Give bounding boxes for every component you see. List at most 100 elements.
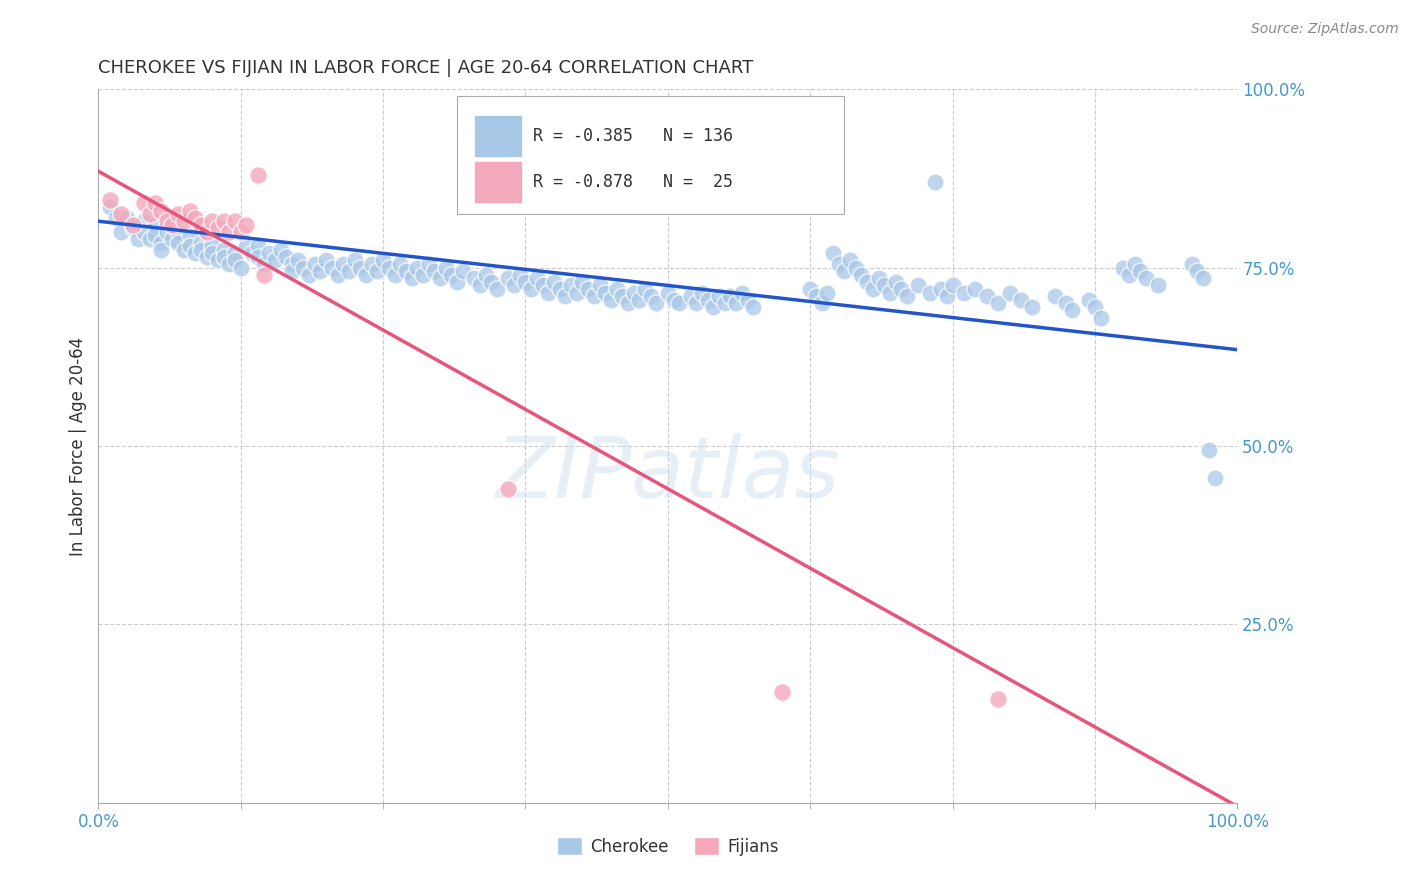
Point xyxy=(623,285,645,300)
Point xyxy=(1123,257,1146,271)
Point xyxy=(890,282,912,296)
Point xyxy=(132,196,155,211)
Point xyxy=(582,289,605,303)
Point xyxy=(423,264,446,278)
Point xyxy=(720,289,742,303)
Point xyxy=(235,239,257,253)
Legend: Cherokee, Fijians: Cherokee, Fijians xyxy=(550,830,786,863)
Point xyxy=(252,257,274,271)
Point xyxy=(576,282,599,296)
Point xyxy=(167,225,190,239)
Point xyxy=(121,221,143,235)
Point xyxy=(104,211,127,225)
Point xyxy=(162,232,184,246)
Point xyxy=(725,296,748,310)
Point xyxy=(162,218,184,232)
Point xyxy=(531,278,554,293)
Point xyxy=(565,285,588,300)
Point xyxy=(190,243,212,257)
Point xyxy=(138,232,160,246)
Point xyxy=(548,282,571,296)
Point xyxy=(184,211,207,225)
Point xyxy=(110,225,132,239)
Point xyxy=(690,285,713,300)
Point xyxy=(479,275,502,289)
Point xyxy=(145,218,167,232)
Point xyxy=(309,264,332,278)
Point xyxy=(662,293,685,307)
Point xyxy=(770,685,793,699)
Point xyxy=(770,157,793,171)
Point xyxy=(246,250,269,264)
Point xyxy=(315,253,337,268)
Point xyxy=(696,293,718,307)
Point xyxy=(845,260,868,275)
Point xyxy=(451,264,474,278)
Point xyxy=(224,246,246,260)
Point xyxy=(270,243,292,257)
Point xyxy=(486,282,509,296)
Point xyxy=(793,186,815,200)
Point xyxy=(259,246,281,260)
Point xyxy=(440,268,463,282)
Point xyxy=(657,285,679,300)
Point xyxy=(229,225,252,239)
Point xyxy=(229,260,252,275)
Point xyxy=(212,243,235,257)
Point xyxy=(942,278,965,293)
Point xyxy=(384,268,406,282)
Point xyxy=(679,289,702,303)
Point xyxy=(503,278,526,293)
Point xyxy=(418,257,440,271)
Point xyxy=(640,289,662,303)
Point xyxy=(246,168,269,182)
Point xyxy=(560,278,582,293)
Point xyxy=(167,207,190,221)
Point xyxy=(276,250,298,264)
Point xyxy=(395,264,418,278)
Point xyxy=(918,285,941,300)
Point xyxy=(201,214,224,228)
Point xyxy=(929,282,952,296)
FancyBboxPatch shape xyxy=(474,114,522,157)
Point xyxy=(707,289,730,303)
Point xyxy=(190,218,212,232)
Point xyxy=(252,268,274,282)
Point xyxy=(354,268,377,282)
Point xyxy=(1146,278,1168,293)
Point xyxy=(1043,289,1066,303)
Point xyxy=(606,282,628,296)
Point xyxy=(742,300,765,314)
Point xyxy=(1187,264,1209,278)
Point xyxy=(935,289,957,303)
Point xyxy=(810,296,832,310)
Point xyxy=(195,225,218,239)
Point xyxy=(145,228,167,243)
Point xyxy=(98,200,121,214)
Point xyxy=(184,246,207,260)
Point xyxy=(150,243,173,257)
Point xyxy=(828,257,851,271)
Point xyxy=(156,214,179,228)
Point xyxy=(953,285,976,300)
Point xyxy=(201,246,224,260)
Point xyxy=(292,260,315,275)
Point xyxy=(207,253,229,268)
Point xyxy=(498,482,520,496)
Point xyxy=(240,246,263,260)
Point xyxy=(1135,271,1157,285)
Point xyxy=(281,257,304,271)
Point xyxy=(224,214,246,228)
Point xyxy=(389,257,412,271)
Point xyxy=(235,218,257,232)
Point xyxy=(264,253,287,268)
Point xyxy=(554,289,576,303)
Text: R = -0.878   N =  25: R = -0.878 N = 25 xyxy=(533,173,734,191)
Point xyxy=(150,235,173,250)
Point xyxy=(515,275,537,289)
Point xyxy=(201,239,224,253)
Point xyxy=(1062,303,1084,318)
Point xyxy=(132,225,155,239)
Point xyxy=(884,275,907,289)
Point xyxy=(304,257,326,271)
